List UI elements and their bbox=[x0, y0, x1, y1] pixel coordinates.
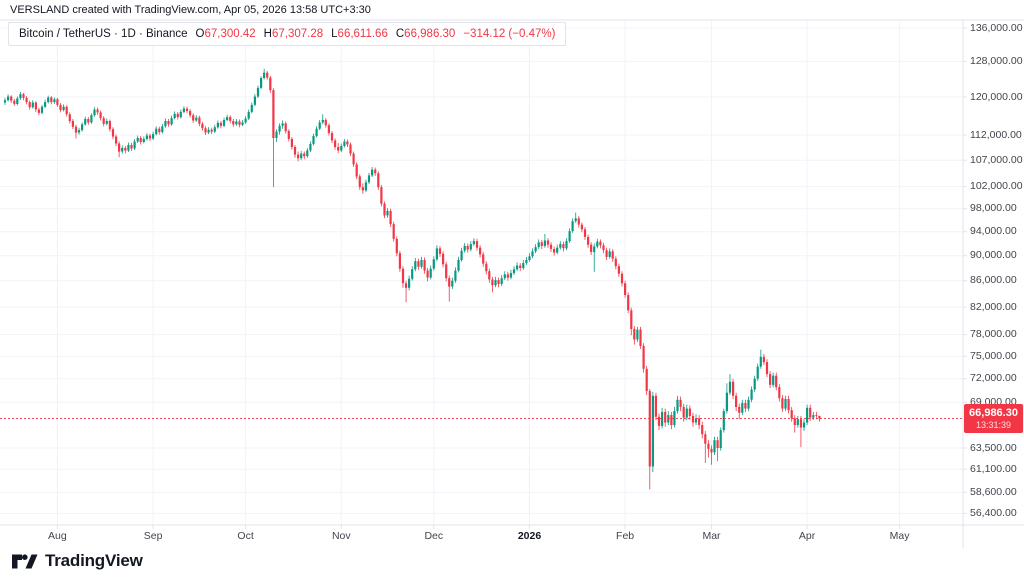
legend-close: C66,986.30 bbox=[395, 28, 456, 40]
price-axis-label: 136,000.00 bbox=[970, 21, 1023, 34]
price-axis-label: 56,400.00 bbox=[970, 506, 1017, 519]
legend-high: H67,307.28 bbox=[263, 28, 324, 40]
time-axis-label: Mar bbox=[702, 530, 721, 542]
price-axis-label: 75,000.00 bbox=[970, 349, 1017, 362]
price-axis-label: 112,000.00 bbox=[970, 128, 1022, 141]
price-axis-label: 98,000.00 bbox=[970, 202, 1017, 215]
time-axis-label: 2026 bbox=[517, 530, 542, 542]
time-axis-label: May bbox=[889, 530, 910, 542]
tradingview-logo[interactable]: TradingView bbox=[12, 551, 143, 571]
tradingview-logo-icon bbox=[12, 553, 38, 568]
candles bbox=[3, 68, 821, 490]
price-axis-label: 120,000.00 bbox=[970, 90, 1023, 103]
price-axis-label: 86,000.00 bbox=[970, 274, 1017, 287]
price-axis-label: 61,100.00 bbox=[970, 462, 1017, 475]
price-axis[interactable]: 66,986.30 13:31:39 136,000.00 128,000.00 1… bbox=[963, 20, 1024, 525]
bar-countdown: 13:31:39 bbox=[975, 419, 1012, 430]
time-axis-label: Dec bbox=[424, 530, 444, 542]
legend-open: O67,300.42 bbox=[195, 28, 256, 40]
tradingview-logo-text: TradingView bbox=[45, 551, 143, 570]
price-axis-label: 94,000.00 bbox=[970, 225, 1017, 238]
current-price-badge: 66,986.30 13:31:39 bbox=[964, 404, 1023, 433]
time-axis-label: Nov bbox=[331, 530, 351, 542]
time-axis-label: Sep bbox=[143, 530, 163, 542]
current-price-value: 66,986.30 bbox=[969, 407, 1018, 419]
time-axis-label: Oct bbox=[237, 530, 254, 542]
legend-low: L66,611.66 bbox=[331, 28, 388, 40]
price-axis-label: 78,000.00 bbox=[970, 328, 1017, 341]
legend-symbol-title: Bitcoin / TetherUS · 1D · Binance bbox=[19, 28, 188, 40]
price-axis-label: 63,500.00 bbox=[970, 441, 1017, 454]
symbol-legend[interactable]: Bitcoin / TetherUS · 1D · Binance O67,30… bbox=[8, 22, 567, 46]
price-axis-label: 102,000.00 bbox=[970, 180, 1023, 193]
time-axis-label: Feb bbox=[616, 530, 635, 542]
price-axis-label: 82,000.00 bbox=[970, 300, 1017, 313]
time-axis-label: Aug bbox=[48, 530, 67, 542]
price-axis-label: 107,000.00 bbox=[970, 153, 1023, 166]
price-axis-label: 58,600.00 bbox=[970, 485, 1017, 498]
price-axis-label: 128,000.00 bbox=[970, 54, 1023, 67]
time-axis[interactable]: Aug Sep Oct Nov Dec 2026 Feb Mar Apr May bbox=[0, 525, 963, 549]
price-axis-label: 90,000.00 bbox=[970, 249, 1017, 262]
attribution-text: VERSLAND created with TradingView.com, A… bbox=[10, 4, 371, 16]
legend-change: −314.12 (−0.47%) bbox=[463, 28, 556, 40]
price-axis-label: 72,000.00 bbox=[970, 372, 1017, 385]
time-axis-label: Apr bbox=[798, 530, 816, 542]
